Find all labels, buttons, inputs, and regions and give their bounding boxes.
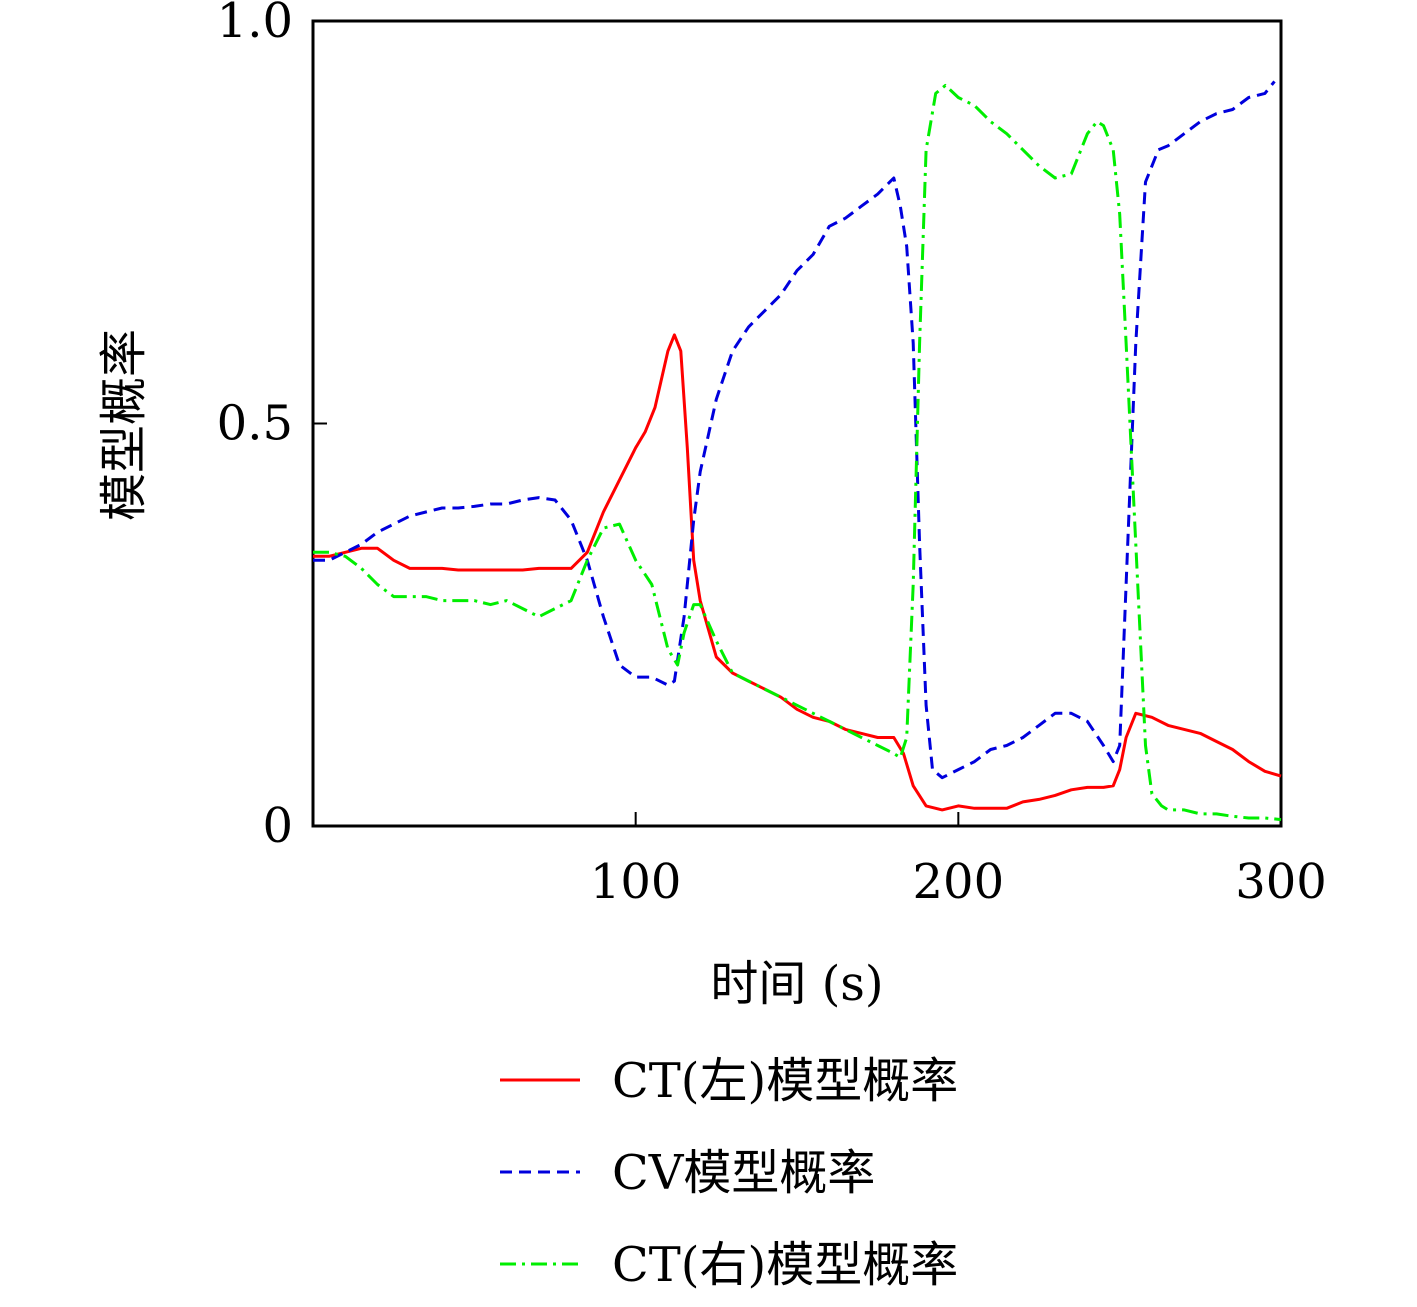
y-axis: 0 0.5 1.0 [217, 0, 327, 854]
plot-area [313, 80, 1282, 822]
x-tick-label: 300 [1235, 854, 1327, 910]
series-line-3 [313, 83, 1282, 822]
x-tick-label: 100 [590, 854, 682, 910]
legend-label-3: CT(右)模型概率 [612, 1237, 958, 1293]
legend-label-2: CV模型概率 [612, 1145, 875, 1201]
x-axis: 100 200 300 [590, 812, 1327, 910]
legend-label-1: CT(左)模型概率 [612, 1053, 958, 1109]
x-tick-label: 200 [913, 854, 1005, 910]
legend: CT(左)模型概率 CV模型概率 CT(右)模型概率 [500, 1053, 958, 1293]
y-tick-label: 0 [262, 798, 293, 854]
y-tick-label: 0.5 [217, 396, 293, 452]
x-axis-title: 时间 (s) [710, 956, 883, 1012]
y-tick-label: 1.0 [217, 0, 293, 49]
series-line-2 [313, 80, 1276, 780]
series-line-1 [313, 333, 1282, 812]
y-axis-title: 模型概率 [96, 329, 152, 521]
